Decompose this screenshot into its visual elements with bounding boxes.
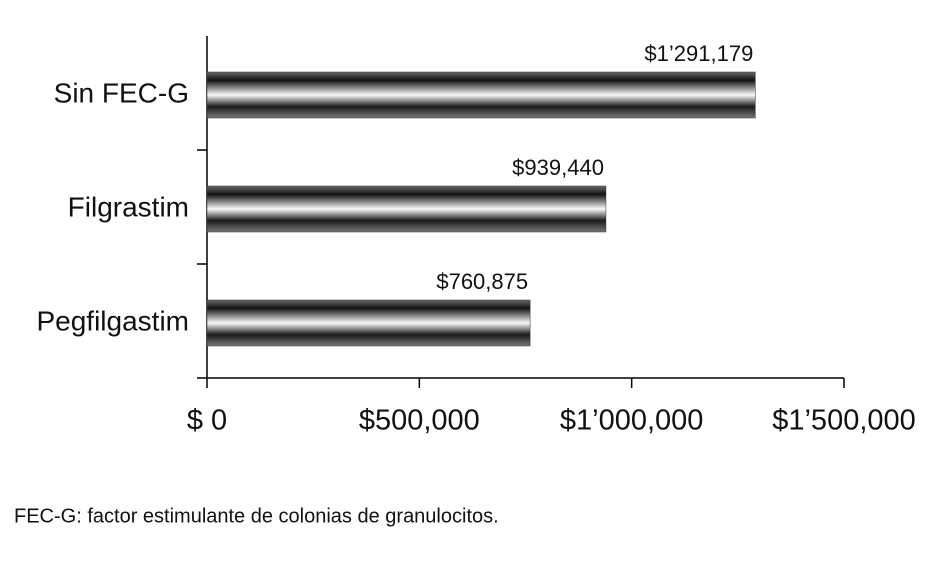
value-label: $1’291,179 [644,41,753,66]
footnote: FEC-G: factor estimulante de colonias de… [14,505,499,527]
value-label: $939,440 [512,155,604,180]
x-tick-label: $500,000 [359,405,480,437]
value-label: $760,875 [436,269,528,294]
y-tick-label: Filgrastim [68,191,189,222]
y-tick-label: Pegfilgastim [36,305,189,336]
x-tick-label: $1’000,000 [560,405,704,437]
bar [206,185,607,233]
bar [206,299,531,347]
y-tick-label: Sin FEC-G [54,77,189,108]
x-tick-label: $ 0 [187,405,227,437]
bar [206,71,756,119]
x-tick-label: $1’500,000 [772,405,916,437]
